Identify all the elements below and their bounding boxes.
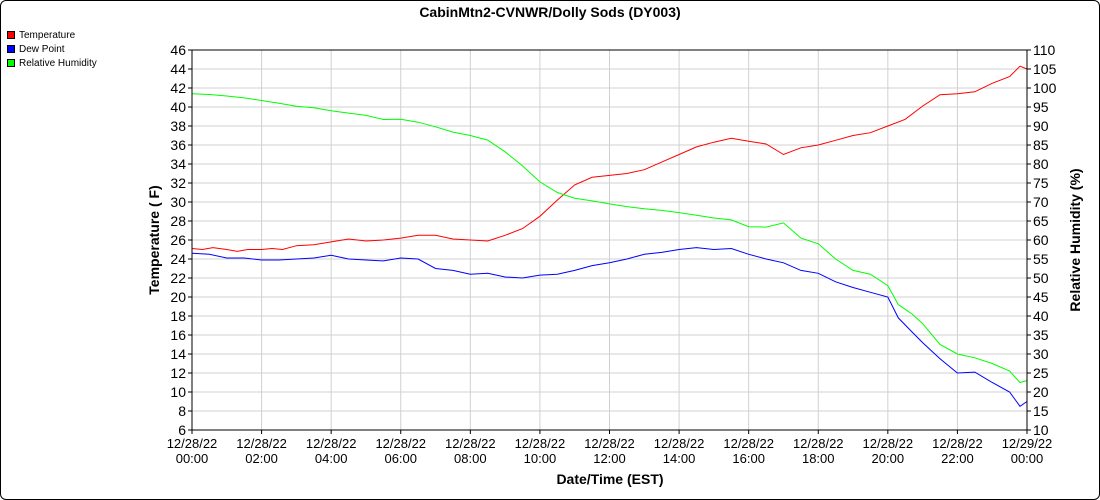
y-tick-label-left: 38 xyxy=(170,118,186,134)
y-tick-label-left: 22 xyxy=(170,270,186,286)
y-tick-label-left: 30 xyxy=(170,194,186,210)
y-tick-label-right: 60 xyxy=(1033,232,1049,248)
legend-label-temperature: Temperature xyxy=(19,29,76,41)
legend-swatch-temperature xyxy=(7,31,15,39)
y-tick-label-right: 105 xyxy=(1033,61,1057,77)
plot-area xyxy=(191,49,1028,431)
x-tick-label-time: 22:00 xyxy=(941,451,974,466)
legend-swatch-dew-point xyxy=(7,45,15,53)
y-tick-label-left: 10 xyxy=(170,384,186,400)
y-tick-label-right: 65 xyxy=(1033,213,1049,229)
y-tick-label-right: 45 xyxy=(1033,289,1049,305)
x-tick-label-time: 10:00 xyxy=(524,451,557,466)
grid-lines xyxy=(191,49,1028,431)
y-tick-label-left: 18 xyxy=(170,308,186,324)
series-line-relative-humidity xyxy=(191,93,1028,384)
x-tick-label-date: 12/28/22 xyxy=(375,436,426,451)
x-tick-label-date: 12/28/22 xyxy=(236,436,287,451)
x-tick-label-date: 12/28/22 xyxy=(584,436,635,451)
y-tick-label-right: 110 xyxy=(1033,42,1056,58)
y-tick-label-right: 50 xyxy=(1033,270,1049,286)
y-tick-label-left: 6 xyxy=(178,422,186,438)
y-tick-label-right: 35 xyxy=(1033,327,1049,343)
x-tick-label-date: 12/28/22 xyxy=(863,436,914,451)
y-tick-label-left: 16 xyxy=(170,327,186,343)
x-tick-label-date: 12/28/22 xyxy=(932,436,983,451)
x-tick-label-time: 14:00 xyxy=(663,451,696,466)
y-tick-label-right: 15 xyxy=(1033,403,1049,419)
y-axis-label-left: Temperature ( F) xyxy=(146,185,162,294)
y-tick-label-right: 95 xyxy=(1033,99,1049,115)
y-tick-label-left: 28 xyxy=(170,213,186,229)
x-tick-label-time: 00:00 xyxy=(176,451,209,466)
y-tick-label-left: 42 xyxy=(170,80,186,96)
legend-item-relative-humidity: Relative Humidity xyxy=(7,56,97,70)
axis-ticks: 6 8 10 12 14 16 18 20 22 24 26 28 30 32 34 36 38 40 42 44 46… xyxy=(167,42,1057,466)
y-tick-label-left: 8 xyxy=(178,403,186,419)
x-tick-label-date: 12/28/22 xyxy=(445,436,496,451)
x-tick-label-date: 12/28/22 xyxy=(306,436,357,451)
series-line-dew-point xyxy=(191,247,1028,407)
y-tick-label-right: 25 xyxy=(1033,365,1049,381)
y-tick-label-left: 32 xyxy=(170,175,186,191)
series-line-temperature xyxy=(191,65,1028,252)
x-tick-label-date: 12/28/22 xyxy=(654,436,705,451)
y-tick-label-right: 40 xyxy=(1033,308,1049,324)
y-tick-label-left: 12 xyxy=(170,365,186,381)
legend-label-dew-point: Dew Point xyxy=(19,43,65,55)
legend-swatch-relative-humidity xyxy=(7,59,15,67)
x-tick-label-time: 12:00 xyxy=(593,451,626,466)
x-tick-label-time: 08:00 xyxy=(454,451,487,466)
x-tick-label-date: 12/28/22 xyxy=(793,436,844,451)
y-tick-label-right: 75 xyxy=(1033,175,1049,191)
x-tick-label-time: 04:00 xyxy=(315,451,348,466)
x-tick-label-date: 12/28/22 xyxy=(723,436,774,451)
legend-item-temperature: Temperature xyxy=(7,28,97,42)
y-tick-label-right: 85 xyxy=(1033,137,1049,153)
y-tick-label-left: 34 xyxy=(170,156,186,172)
legend-label-relative-humidity: Relative Humidity xyxy=(19,57,97,69)
y-tick-label-left: 46 xyxy=(170,42,186,58)
x-tick-label-time: 02:00 xyxy=(245,451,278,466)
y-tick-label-right: 80 xyxy=(1033,156,1049,172)
x-tick-label-date: 12/28/22 xyxy=(515,436,566,451)
y-tick-label-left: 14 xyxy=(170,346,186,362)
legend-item-dew-point: Dew Point xyxy=(7,42,97,56)
y-tick-label-right: 20 xyxy=(1033,384,1049,400)
series-lines xyxy=(191,65,1028,407)
chart-title: CabinMtn2-CVNWR/Dolly Sods (DY003) xyxy=(419,4,680,20)
y-tick-label-left: 40 xyxy=(170,99,186,115)
y-tick-label-right: 100 xyxy=(1033,80,1057,96)
y-tick-label-right: 90 xyxy=(1033,118,1049,134)
y-tick-label-right: 55 xyxy=(1033,251,1049,267)
x-tick-label-time: 06:00 xyxy=(384,451,417,466)
x-tick-label-time: 00:00 xyxy=(1011,451,1044,466)
y-tick-label-left: 36 xyxy=(170,137,186,153)
x-axis-label: Date/Time (EST) xyxy=(556,471,663,487)
x-tick-label-date: 12/28/22 xyxy=(167,436,218,451)
x-tick-label-time: 18:00 xyxy=(802,451,835,466)
y-tick-label-right: 10 xyxy=(1033,422,1049,438)
x-tick-label-time: 20:00 xyxy=(872,451,905,466)
y-tick-label-right: 30 xyxy=(1033,346,1049,362)
y-axis-label-right: Relative Humidity (%) xyxy=(1067,168,1083,311)
y-tick-label-left: 20 xyxy=(170,289,186,305)
x-tick-label-date: 12/29/22 xyxy=(1002,436,1053,451)
y-tick-label-left: 24 xyxy=(170,251,186,267)
x-tick-label-time: 16:00 xyxy=(732,451,765,466)
chart-legend: Temperature Dew Point Relative Humidity xyxy=(7,28,97,70)
y-tick-label-right: 70 xyxy=(1033,194,1049,210)
y-tick-label-left: 44 xyxy=(170,61,186,77)
y-tick-label-left: 26 xyxy=(170,232,186,248)
